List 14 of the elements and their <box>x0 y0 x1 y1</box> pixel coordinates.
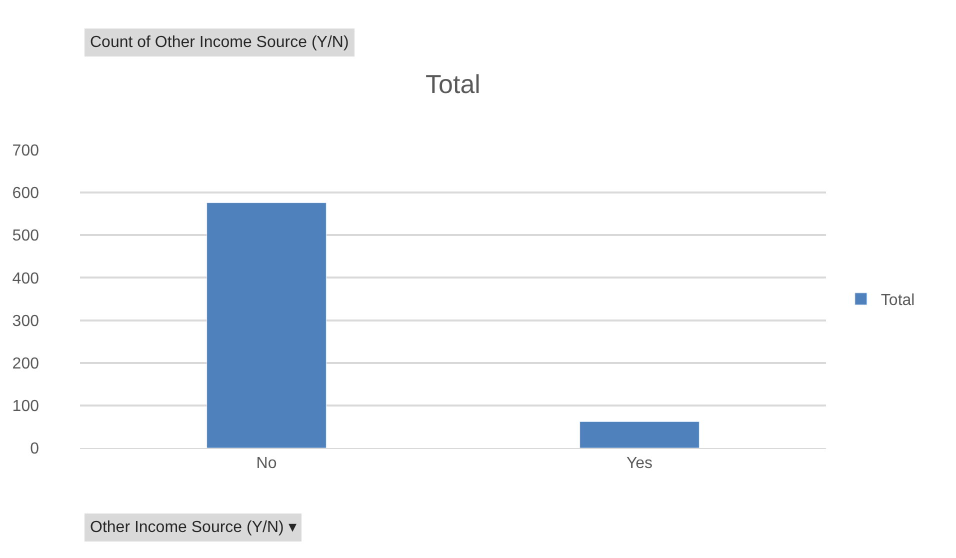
y-tick-label: 100 <box>12 398 40 416</box>
y-tick-label: 0 <box>30 440 40 458</box>
x-tick-label: No <box>256 455 277 472</box>
legend-label: Total <box>880 292 915 310</box>
text: Count of Other Income Source (Y/N) <box>90 34 349 51</box>
y-tick-label: 300 <box>12 312 40 330</box>
y-tick-label: 500 <box>12 228 40 245</box>
text: Other Income Source (Y/N) ▾ <box>90 519 296 536</box>
x-tick-label: Yes <box>626 455 653 472</box>
y-tick-label: 200 <box>12 355 40 372</box>
y-tick-label: 700 <box>12 142 40 160</box>
y-tick-label: 600 <box>12 185 40 202</box>
y-tick-label: 400 <box>12 270 40 288</box>
chart-title: Total <box>426 68 480 99</box>
